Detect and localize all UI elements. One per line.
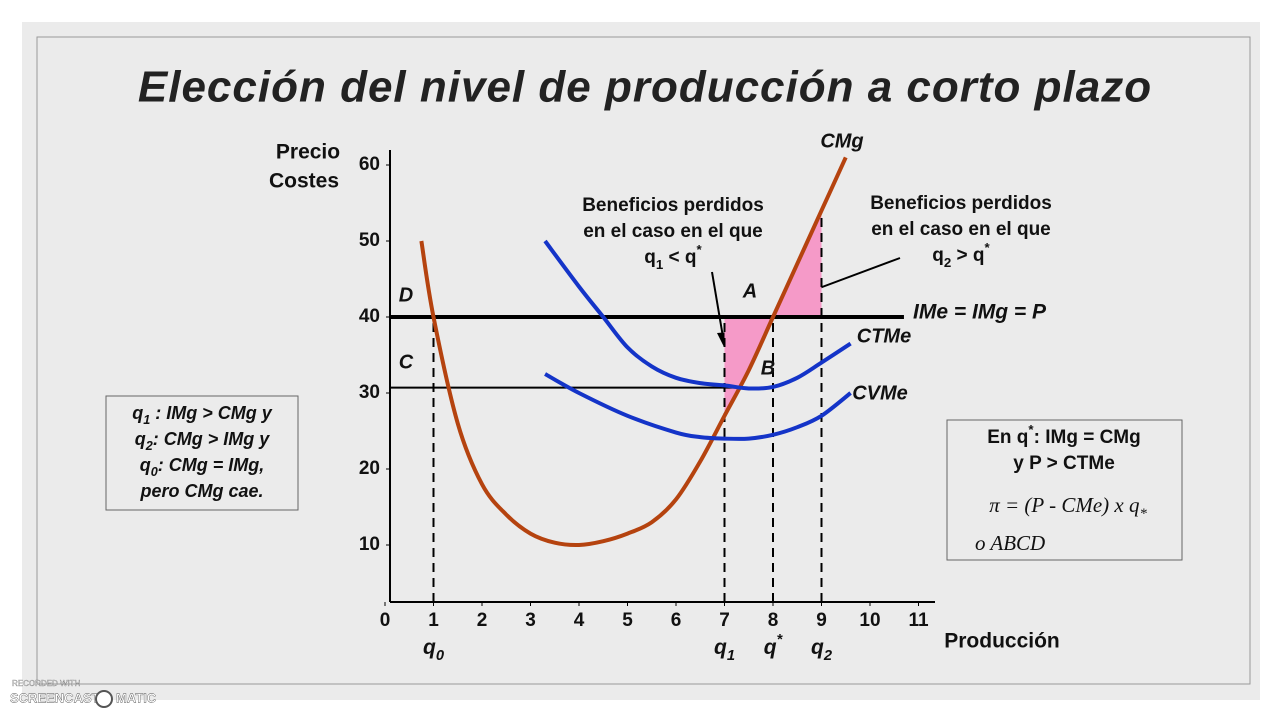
x-tick-label: 2 [477, 610, 488, 631]
q-label-part: q [423, 636, 436, 659]
text-segment: : IMg > CMg y [150, 403, 272, 423]
q-label: q0 [423, 636, 445, 664]
x-tick-label: 8 [768, 610, 779, 631]
x-tick-label: 7 [719, 610, 730, 631]
text-segment: en el caso en el que [871, 219, 1051, 240]
arrow [711, 271, 725, 344]
x-tick-label: 11 [908, 610, 929, 631]
y-tick-label: 10 [359, 534, 380, 555]
q-label: q2 [811, 636, 833, 664]
x-axis-label: Producción [944, 630, 1060, 653]
left-box [105, 395, 299, 511]
text-segment: q [135, 429, 146, 449]
text-segment: pero CMg cae. [139, 481, 263, 501]
y-axis-label: Precio [276, 141, 340, 164]
watermark-text: RECORDED WITH [12, 679, 81, 688]
q-label-part: * [777, 632, 784, 648]
x-tick-label: 4 [574, 610, 585, 631]
text-segment: 1 [143, 413, 150, 427]
series-label: CVMe [852, 382, 908, 404]
y-tick-label: 20 [359, 458, 380, 479]
text-segment: : CMg = IMg, [158, 455, 265, 475]
text-segment: 1 [656, 257, 664, 272]
point-label: B [761, 357, 775, 379]
text-line: q2: CMg > IMg y [135, 429, 271, 454]
x-tick-label: 1 [428, 610, 439, 631]
text-segment: q [132, 403, 143, 423]
text-segment: Beneficios perdidos [870, 193, 1052, 214]
text-line: q1 < q* [644, 242, 702, 272]
watermark: RECORDED WITH SCREENCAST MATIC [10, 679, 157, 708]
text-segment: q [932, 245, 944, 266]
point-label: A [742, 280, 757, 302]
y-tick-label: 60 [359, 154, 380, 175]
text-line: pero CMg cae. [139, 481, 263, 501]
q-label-part: q [764, 636, 777, 659]
text-segment: 0 [151, 465, 158, 479]
text-segment: > q [951, 245, 984, 266]
curve [543, 239, 852, 391]
h-line-label: IMe = IMg = P [913, 301, 1047, 324]
text-segment: * [697, 242, 703, 257]
watermark-text: SCREENCAST [10, 690, 100, 705]
x-tick-label: 0 [380, 610, 391, 631]
text-segment: < q [663, 247, 696, 268]
text-segment: π = (P - CMe) x q [989, 493, 1140, 517]
q-label-part: 1 [727, 648, 735, 664]
text-segment: 2 [145, 439, 153, 453]
text-segment: En q [987, 427, 1028, 448]
q-label-part: q [811, 636, 824, 659]
text-line: en el caso en el que [871, 219, 1051, 240]
text-segment: o ABCD [975, 531, 1045, 555]
text-line: o ABCD [975, 531, 1045, 555]
series-label: CMg [820, 130, 863, 152]
text-line: q1 : IMg > CMg y [132, 403, 273, 428]
point-label: C [399, 351, 414, 373]
point-label: D [399, 284, 413, 306]
q-label-part: 2 [823, 648, 833, 664]
watermark-text: MATIC [116, 690, 157, 705]
text-segment: 2 [944, 255, 951, 270]
right-box [946, 419, 1183, 561]
curve [419, 156, 848, 548]
y-axis-label: Costes [269, 170, 339, 193]
text-segment: Beneficios perdidos [582, 195, 764, 216]
x-tick-label: 9 [816, 610, 827, 631]
text-line: y P > CTMe [1013, 453, 1115, 474]
text-segment: y P > CTMe [1013, 453, 1115, 474]
text-line: q0: CMg = IMg, [140, 455, 265, 480]
q-label: q1 [714, 636, 735, 664]
slide-frame [36, 36, 1251, 685]
q-label: q* [764, 632, 784, 659]
curve [544, 372, 852, 441]
x-tick-label: 10 [859, 610, 880, 631]
title: Elección del nivel de producción a corto… [138, 63, 1152, 112]
q-label-part: q [714, 636, 727, 659]
text-segment: q [140, 455, 151, 475]
text-segment: * [1028, 422, 1034, 437]
y-tick-label: 50 [359, 230, 380, 251]
text-line: Beneficios perdidos [870, 193, 1052, 214]
text-segment: * [1139, 506, 1147, 522]
watermark-logo [95, 690, 113, 708]
series-label: CTMe [857, 325, 911, 347]
text-line: π = (P - CMe) x q* [989, 493, 1147, 523]
text-line: Beneficios perdidos [582, 195, 764, 216]
q-label-part: 0 [436, 648, 445, 664]
text-segment: en el caso en el que [583, 221, 763, 242]
text-segment: : IMg = CMg [1034, 427, 1141, 448]
x-tick-label: 3 [525, 610, 536, 631]
text-line: q2 > q* [932, 240, 990, 270]
x-tick-label: 6 [671, 610, 682, 631]
y-tick-label: 30 [359, 382, 380, 403]
text-line: en el caso en el que [583, 221, 763, 242]
text-segment: * [985, 240, 991, 255]
x-tick-label: 5 [622, 610, 633, 631]
y-tick-label: 40 [359, 306, 380, 327]
text-segment: : CMg > IMg y [153, 429, 270, 449]
text-line: En q*: IMg = CMg [987, 422, 1141, 448]
text-segment: q [644, 247, 656, 268]
